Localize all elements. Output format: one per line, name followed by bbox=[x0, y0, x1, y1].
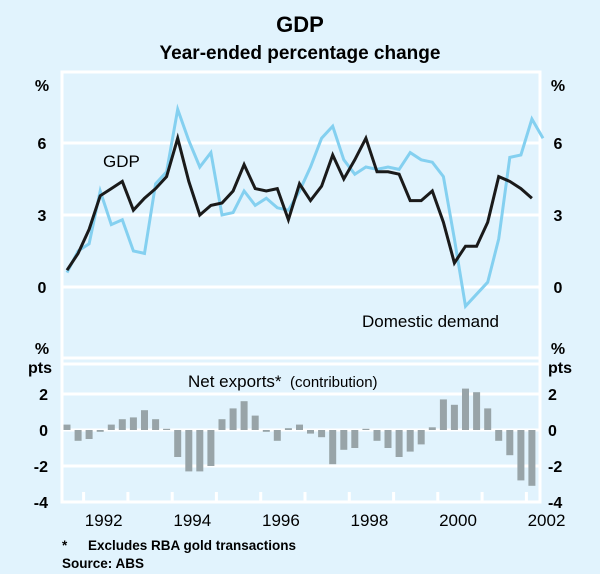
net-exports-bar bbox=[284, 428, 292, 430]
net-exports-bar bbox=[207, 430, 215, 466]
net-exports-bar bbox=[296, 424, 303, 430]
x-tick-label: 2002 bbox=[528, 511, 566, 530]
net-exports-bar bbox=[251, 415, 259, 430]
net-exports-bar bbox=[273, 430, 281, 441]
y-tick-label-left: -4 bbox=[34, 495, 48, 512]
net-exports-bar bbox=[517, 430, 525, 481]
net-exports-bars bbox=[63, 388, 536, 486]
x-tick-label: 1994 bbox=[173, 511, 211, 530]
net-exports-bar bbox=[528, 430, 536, 486]
net-exports-bar bbox=[439, 399, 447, 430]
net-exports-bar bbox=[229, 408, 237, 430]
net-exports-bar bbox=[395, 430, 403, 457]
y-tick-label-right: 6 bbox=[554, 136, 563, 153]
x-tick-label: 1996 bbox=[262, 511, 300, 530]
y-tick-label-right: 0 bbox=[548, 423, 557, 440]
net-exports-bar bbox=[329, 430, 337, 465]
y-tick-label-right: 0 bbox=[554, 280, 563, 297]
net-exports-label: Net exports* bbox=[188, 372, 282, 391]
net-exports-bar bbox=[240, 401, 248, 430]
net-exports-bar bbox=[196, 430, 204, 472]
net-exports-bar bbox=[417, 430, 425, 445]
net-exports-bar bbox=[362, 428, 370, 430]
y-tick-label-right: 3 bbox=[554, 208, 563, 225]
line-series bbox=[65, 103, 545, 310]
bottom-right-unit-2: pts bbox=[548, 360, 572, 377]
y-tick-label-left: 0 bbox=[38, 280, 47, 297]
y-tick-label-left: 0 bbox=[39, 423, 48, 440]
net-exports-bar bbox=[506, 430, 514, 456]
net-exports-bar bbox=[473, 392, 481, 430]
net-exports-bar bbox=[163, 428, 171, 430]
top-right-unit: % bbox=[551, 78, 565, 95]
source-note: Source: ABS bbox=[62, 556, 144, 571]
net-exports-bar bbox=[462, 388, 469, 430]
x-tick-labels: 1992 1994 1996 1998 2000 2002 bbox=[85, 511, 566, 530]
y-tick-label-right: -4 bbox=[548, 495, 562, 512]
net-exports-bar bbox=[185, 430, 193, 472]
net-exports-bar bbox=[63, 424, 71, 430]
net-exports-bar bbox=[406, 430, 414, 452]
bottom-left-unit-1: % bbox=[35, 341, 49, 358]
x-tick-label: 1992 bbox=[85, 511, 123, 530]
y-tick-label-left: 6 bbox=[38, 136, 47, 153]
domestic-demand-series-label: Domestic demand bbox=[362, 312, 499, 331]
net-exports-sublabel: (contribution) bbox=[290, 374, 378, 391]
x-axis-ticks bbox=[82, 492, 528, 502]
gdp-line bbox=[65, 132, 533, 272]
domestic-demand-line bbox=[65, 103, 545, 310]
footnote-marker: * bbox=[62, 538, 68, 553]
net-exports-bar bbox=[218, 419, 226, 430]
net-exports-bar bbox=[340, 430, 348, 450]
net-exports-bar bbox=[428, 427, 436, 430]
net-exports-bar bbox=[74, 430, 82, 441]
net-exports-bar bbox=[262, 430, 270, 432]
net-exports-bar bbox=[96, 430, 104, 432]
net-exports-bar bbox=[450, 404, 458, 430]
chart-subtitle: Year-ended percentage change bbox=[160, 43, 441, 64]
net-exports-bar bbox=[85, 430, 93, 439]
net-exports-bar bbox=[318, 430, 326, 438]
y-tick-label-left: 2 bbox=[39, 387, 48, 404]
x-tick-label: 1998 bbox=[350, 511, 388, 530]
net-exports-bar bbox=[174, 430, 182, 457]
y-tick-label-left: -2 bbox=[34, 459, 48, 476]
net-exports-bar bbox=[129, 417, 137, 430]
bottom-left-unit-2: pts bbox=[28, 360, 52, 377]
bottom-right-unit-1: % bbox=[551, 341, 565, 358]
net-exports-bar bbox=[141, 410, 148, 430]
gridlines bbox=[62, 141, 540, 468]
net-exports-bar bbox=[307, 430, 314, 434]
net-exports-bar bbox=[484, 408, 492, 430]
footnote-text: Excludes RBA gold transactions bbox=[88, 538, 296, 553]
y-tick-label-right: -2 bbox=[548, 459, 562, 476]
x-tick-label: 2000 bbox=[439, 511, 477, 530]
net-exports-bar bbox=[384, 430, 392, 448]
net-exports-bar bbox=[107, 424, 115, 430]
net-exports-bar bbox=[373, 430, 381, 441]
y-tick-label-right: 2 bbox=[548, 387, 557, 404]
chart-title: GDP bbox=[276, 12, 324, 37]
net-exports-title: Net exports* (contribution) bbox=[188, 372, 378, 391]
net-exports-bar bbox=[152, 419, 160, 430]
gdp-series-label: GDP bbox=[103, 152, 140, 171]
y-tick-labels: 0 0 3 3 6 6 -4 -4 -2 -2 0 0 2 2 bbox=[34, 136, 563, 512]
net-exports-bar bbox=[495, 430, 503, 441]
top-left-unit: % bbox=[35, 78, 49, 95]
net-exports-bar bbox=[118, 419, 126, 430]
y-tick-label-left: 3 bbox=[38, 208, 47, 225]
net-exports-bar bbox=[351, 430, 359, 448]
